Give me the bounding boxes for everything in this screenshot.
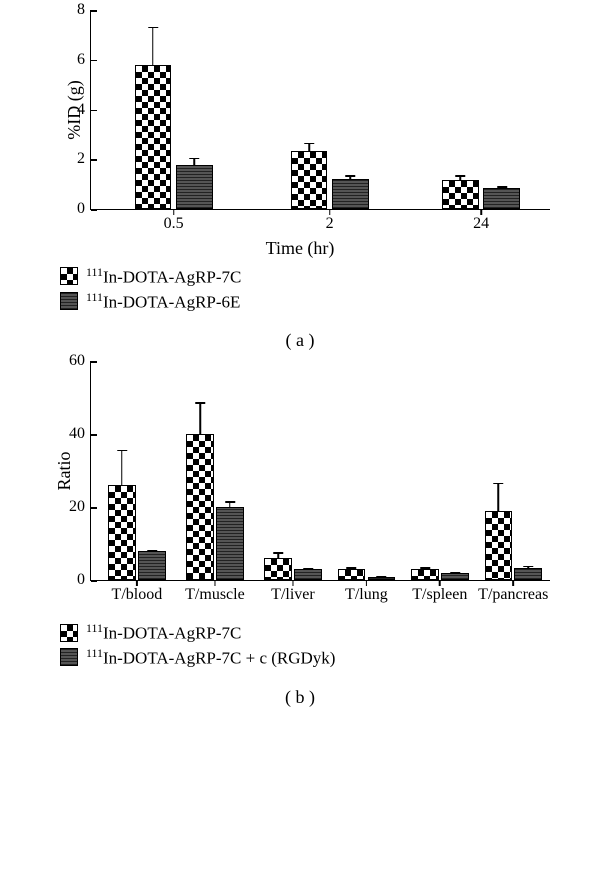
legend-label: 111In-DOTA-AgRP-7C + c (RGDyk) [86,646,335,669]
error-bar [151,550,153,552]
x-tick: T/muscle [185,580,245,604]
x-tick: T/spleen [412,580,467,604]
error-bar [307,568,309,570]
bar [176,165,213,209]
y-tick: 20 [69,498,91,516]
chart-a-caption: ( a ) [20,330,580,351]
error-bar [454,572,456,574]
chart-a-wrap: %ID (g) 02468 0.5224 Time (hr) 111In-DOT… [20,10,580,351]
bar [135,65,172,209]
legend-swatch [60,267,78,285]
bar [441,573,469,580]
bar [186,434,214,580]
error-bar [381,576,383,578]
x-tick: T/lung [345,580,388,604]
bar [368,577,396,581]
y-tick: 4 [77,101,91,119]
legend-label: 111In-DOTA-AgRP-6E [86,290,240,313]
figure-container: %ID (g) 02468 0.5224 Time (hr) 111In-DOT… [0,0,600,728]
x-tick: 0.5 [164,209,184,233]
bar [108,485,136,580]
bar [411,569,439,580]
y-tick: 0 [77,571,91,589]
legend-item: 111In-DOTA-AgRP-6E [60,290,580,313]
bar [138,551,166,580]
chart-b-legend: 111In-DOTA-AgRP-7C111In-DOTA-AgRP-7C + c… [60,621,580,668]
x-tick: T/pancreas [478,580,548,604]
error-bar [152,27,154,66]
legend-item: 111In-DOTA-AgRP-7C + c (RGDyk) [60,646,580,669]
chart-b-bars [91,361,550,580]
error-bar [501,186,503,189]
y-tick: 2 [77,150,91,168]
x-tick: T/blood [112,580,163,604]
y-tick: 0 [77,200,91,218]
y-tick: 40 [69,425,91,443]
x-tick: T/liver [271,580,315,604]
legend-label: 111In-DOTA-AgRP-7C [86,265,241,288]
chart-b-caption: ( b ) [20,687,580,708]
chart-a-xlabel: Time (hr) [20,238,580,259]
legend-item: 111In-DOTA-AgRP-7C [60,621,580,644]
bar [514,568,542,581]
x-tick: 24 [473,209,489,233]
error-bar [424,567,426,570]
bar [483,188,520,209]
chart-a-plot: %ID (g) 02468 0.5224 [90,10,550,210]
error-bar [460,175,462,181]
error-bar [527,566,529,569]
error-bar [199,402,201,435]
bar [294,569,322,580]
error-bar [498,483,500,512]
chart-b-wrap: Ratio 0204060 T/bloodT/muscleT/liverT/lu… [20,361,580,707]
bar [442,180,479,209]
y-tick: 8 [77,1,91,19]
chart-b-plot: Ratio 0204060 T/bloodT/muscleT/liverT/lu… [90,361,550,581]
bar [216,507,244,580]
x-tick: 2 [326,209,334,233]
bar [332,179,369,209]
chart-a-bars [91,10,550,209]
y-tick: 60 [69,352,91,370]
error-bar [350,175,352,180]
bar [338,569,366,580]
legend-item: 111In-DOTA-AgRP-7C [60,265,580,288]
legend-label: 111In-DOTA-AgRP-7C [86,621,241,644]
error-bar [194,158,196,167]
error-bar [121,450,123,487]
chart-b-ylabel: Ratio [54,451,75,490]
chart-a-legend: 111In-DOTA-AgRP-7C111In-DOTA-AgRP-6E [60,265,580,312]
bar [291,151,328,209]
y-tick: 6 [77,51,91,69]
legend-swatch [60,292,78,310]
error-bar [308,143,310,152]
bar [264,558,292,580]
error-bar [351,567,353,570]
legend-swatch [60,648,78,666]
legend-swatch [60,624,78,642]
error-bar [277,552,279,559]
bar [485,511,513,580]
error-bar [229,501,231,508]
